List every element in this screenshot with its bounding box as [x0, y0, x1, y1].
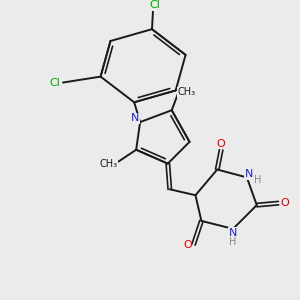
Text: Cl: Cl — [50, 77, 61, 88]
Text: CH₃: CH₃ — [99, 159, 118, 169]
Text: N: N — [131, 113, 140, 123]
Text: N: N — [229, 228, 237, 238]
Text: O: O — [183, 240, 192, 250]
Text: O: O — [280, 198, 289, 208]
Text: N: N — [245, 169, 253, 179]
Text: H: H — [254, 176, 261, 185]
Text: CH₃: CH₃ — [178, 87, 196, 98]
Text: O: O — [217, 139, 226, 149]
Text: Cl: Cl — [149, 0, 161, 11]
Text: H: H — [229, 237, 237, 247]
